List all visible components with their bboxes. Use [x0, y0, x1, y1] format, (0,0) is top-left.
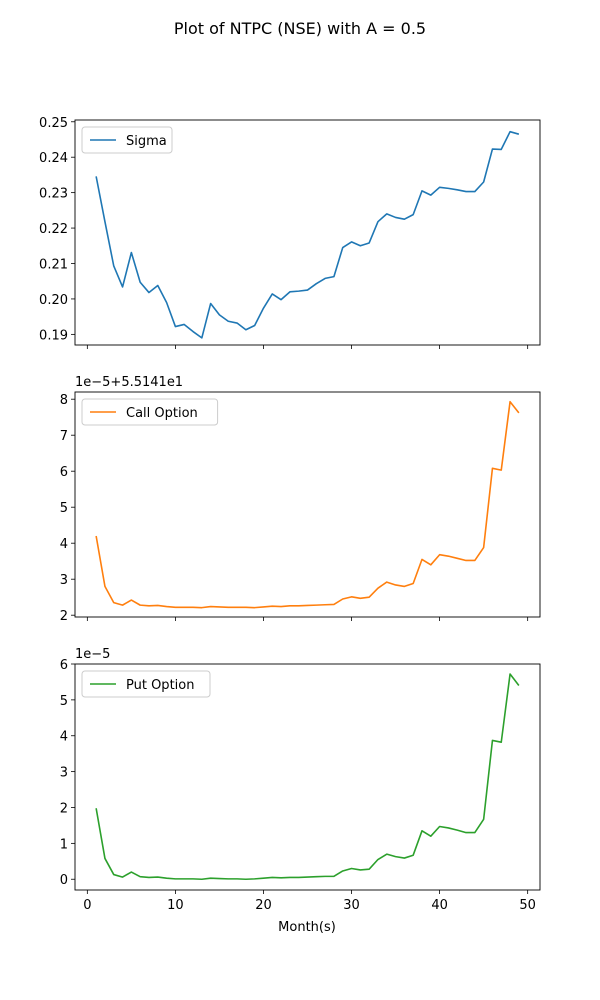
put-option-series-line: [95, 673, 520, 881]
put-option-axes-frame: [74, 663, 541, 891]
sigma-legend-box: [81, 126, 173, 154]
put-option-legend-box: [81, 670, 211, 698]
put-option-xtick-label: 10: [167, 898, 184, 913]
put-option-xtick-label: 20: [255, 898, 272, 913]
put-option-ytick-label: 3: [60, 766, 68, 781]
put-option-ytick-label: 1: [60, 837, 68, 852]
put-option-ytick-label: 5: [60, 694, 68, 709]
put-option-xtick-label: 0: [83, 898, 91, 913]
x-axis-label: Month(s): [278, 920, 336, 935]
panel-sigma: 0.19 0.20 0.21 0.22 0.23 0.24 0.25 Sigma: [39, 116, 541, 349]
call-option-ytick-label: 2: [60, 609, 68, 624]
figure-title: Plot of NTPC (NSE) with A = 0.5: [174, 19, 426, 38]
put-option-ytick-label: 2: [60, 801, 68, 816]
put-option-axis-offset-text: 1e−5: [75, 647, 110, 662]
call-option-ytick-label: 8: [60, 393, 68, 408]
sigma-ytick-label: 0.22: [39, 222, 68, 237]
call-option-axes-frame: [74, 391, 541, 618]
put-option-xtick-label: 30: [343, 898, 360, 913]
sigma-series-line: [95, 130, 520, 339]
sigma-ytick-label: 0.19: [39, 328, 68, 343]
call-option-ytick-label: 6: [60, 465, 68, 480]
sigma-ytick-label: 0.20: [39, 293, 68, 308]
call-option-ytick-label: 3: [60, 573, 68, 588]
call-option-axis-offset-text: 1e−5+5.5141e1: [75, 375, 183, 390]
panel-put-option: 0 1 2 3 4 5 6 0 10 20 30 40 50 1e−5 Put Option: [60, 647, 541, 913]
put-option-xtick-label: 50: [519, 898, 536, 913]
put-option-ytick-label: 4: [60, 730, 68, 745]
sigma-ytick-label: 0.24: [39, 151, 68, 166]
call-option-ytick-label: 4: [60, 537, 68, 552]
put-option-xtick-label: 40: [431, 898, 448, 913]
call-option-legend-label: Call Option: [126, 406, 198, 421]
call-option-ytick-label: 7: [60, 429, 68, 444]
sigma-axes-frame: [74, 119, 541, 346]
sigma-ytick-label: 0.23: [39, 187, 68, 202]
sigma-legend-label: Sigma: [126, 134, 167, 149]
panel-call-option: 2 3 4 5 6 7 8 1e−5+5.5141e1 Call Option: [60, 375, 541, 624]
put-option-ytick-label: 6: [60, 658, 68, 673]
put-option-ytick-label: 0: [60, 873, 68, 888]
call-option-ytick-label: 5: [60, 501, 68, 516]
sigma-ytick-label: 0.25: [39, 116, 68, 131]
sigma-ytick-label: 0.21: [39, 258, 68, 273]
call-option-series-line: [95, 400, 520, 609]
put-option-legend-label: Put Option: [126, 678, 194, 693]
call-option-legend-box: [81, 398, 219, 426]
